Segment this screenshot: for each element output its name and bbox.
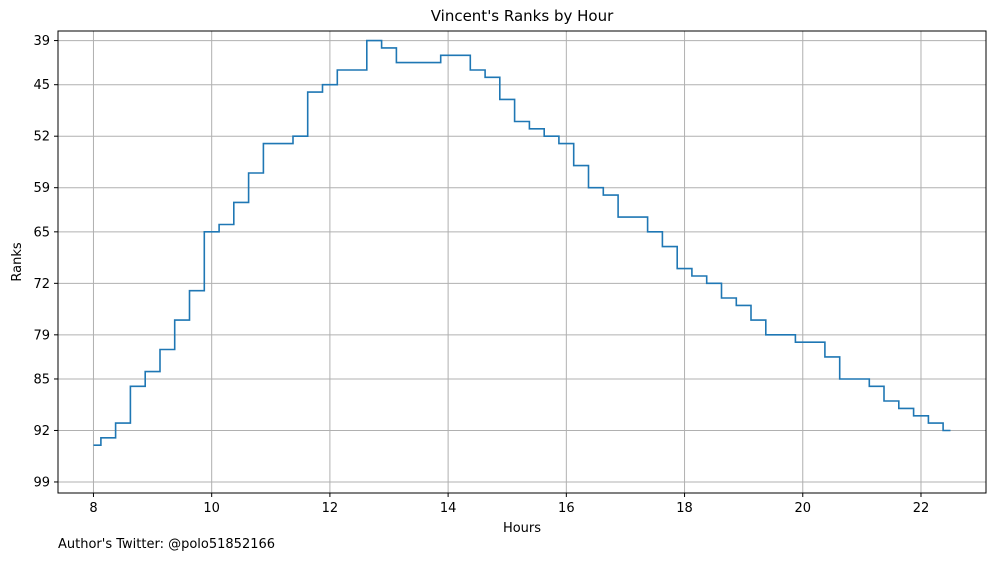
y-tick-label: 52 (33, 130, 50, 145)
y-tick-label: 59 (33, 181, 50, 196)
x-tick-label: 14 (440, 501, 457, 516)
series-layer (93, 39, 951, 446)
x-tick-label: 22 (913, 501, 930, 516)
y-tick-label: 45 (33, 78, 50, 93)
y-tick-label: 39 (33, 34, 50, 49)
x-tick-label: 8 (89, 501, 97, 516)
chart-title: Vincent's Ranks by Hour (431, 7, 614, 25)
rank-series-line (93, 39, 951, 446)
x-tick-label: 18 (676, 501, 693, 516)
plot-frame (57, 30, 987, 494)
x-tick-label: 16 (558, 501, 575, 516)
grid-lines (58, 31, 986, 493)
y-axis-label: Ranks (10, 242, 25, 281)
y-tick-label: 92 (33, 424, 50, 439)
x-tick-label: 20 (794, 501, 811, 516)
author-caption: Author's Twitter: @polo51852166 (58, 537, 276, 552)
x-axis-ticks: 8 10 12 14 16 18 20 22 (89, 493, 929, 516)
y-tick-label: 72 (33, 277, 50, 292)
x-axis-label: Hours (503, 521, 541, 536)
x-tick-label: 10 (203, 501, 220, 516)
y-tick-label: 99 (33, 475, 50, 490)
y-tick-label: 79 (33, 328, 50, 343)
y-tick-label: 85 (33, 372, 50, 387)
x-tick-label: 12 (322, 501, 339, 516)
y-tick-label: 65 (33, 225, 50, 240)
y-axis-ticks: 39 45 52 59 65 72 79 85 92 99 (33, 34, 58, 490)
